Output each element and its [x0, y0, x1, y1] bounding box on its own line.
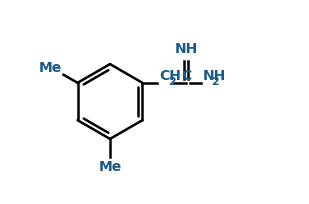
Text: 2: 2 [168, 77, 176, 87]
Text: NH: NH [202, 69, 226, 82]
Text: Me: Me [98, 159, 122, 173]
Text: CH: CH [160, 69, 181, 82]
Text: C: C [181, 69, 191, 82]
Text: 2: 2 [211, 77, 219, 87]
Text: Me: Me [39, 60, 62, 74]
Text: NH: NH [174, 42, 197, 56]
